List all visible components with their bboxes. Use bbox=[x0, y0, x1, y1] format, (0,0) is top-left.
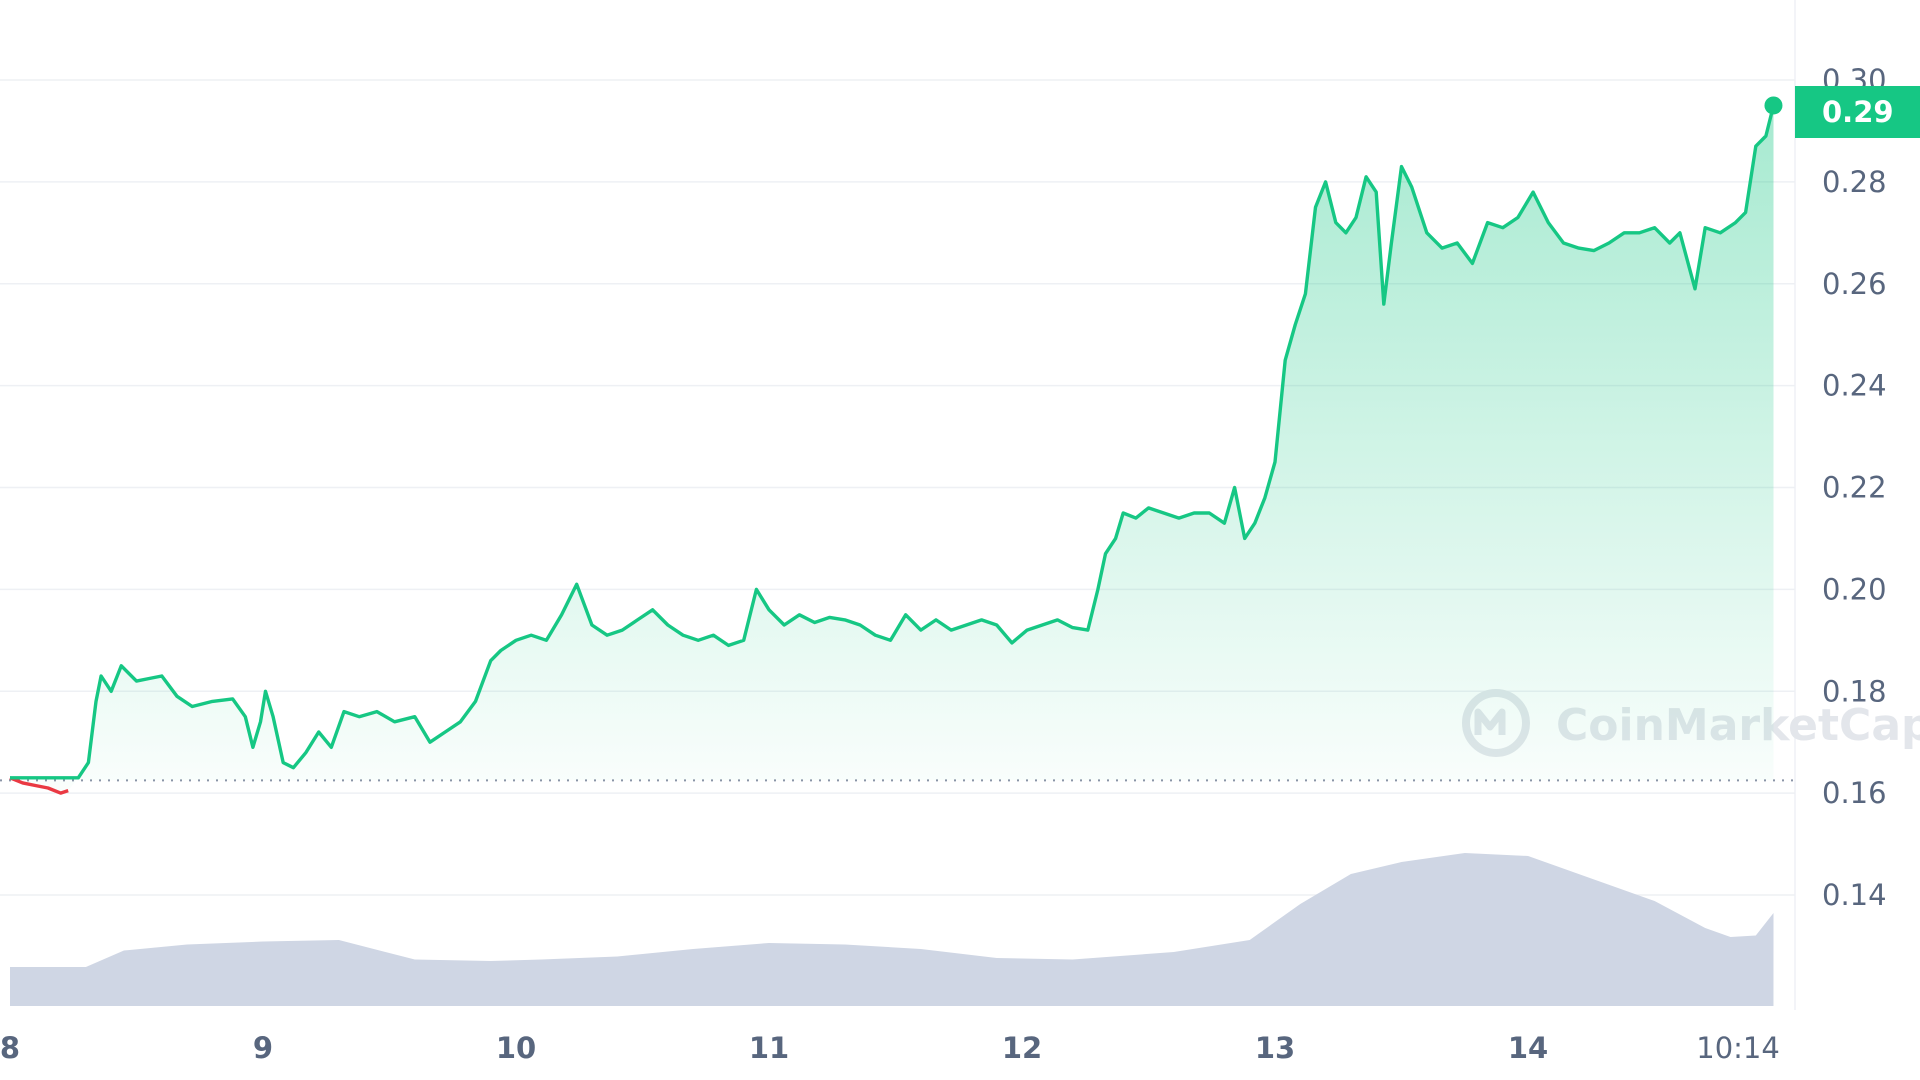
y-tick-label: 0.26 bbox=[1822, 267, 1887, 301]
price-line-down bbox=[9, 776, 69, 795]
current-price-label: 0.29 bbox=[1822, 95, 1894, 129]
y-tick-label: 0.16 bbox=[1822, 776, 1887, 810]
x-tick-label: 14 bbox=[1508, 1031, 1548, 1065]
x-tick-label: 9 bbox=[253, 1031, 273, 1065]
x-tick-label: 10 bbox=[496, 1031, 536, 1065]
y-tick-label: 0.24 bbox=[1822, 369, 1887, 403]
y-tick-label: 0.28 bbox=[1822, 165, 1887, 199]
volume-area bbox=[10, 853, 1774, 1006]
x-tick-label: 8 bbox=[0, 1031, 20, 1065]
y-tick-label: 0.18 bbox=[1822, 674, 1887, 708]
x-tick-label: 11 bbox=[749, 1031, 789, 1065]
y-tick-label: 0.20 bbox=[1822, 572, 1887, 606]
price-line-up bbox=[10, 105, 1776, 780]
y-tick-label: 0.14 bbox=[1822, 878, 1887, 912]
last-price-point bbox=[1764, 96, 1783, 115]
x-tick-label: 12 bbox=[1002, 1031, 1042, 1065]
y-tick-label: 0.22 bbox=[1822, 471, 1887, 505]
x-tick-label: 13 bbox=[1255, 1031, 1295, 1065]
price-area-fill bbox=[10, 105, 1774, 794]
x-tick-label: 10:14 bbox=[1696, 1031, 1780, 1065]
current-price-badge bbox=[1795, 86, 1920, 138]
